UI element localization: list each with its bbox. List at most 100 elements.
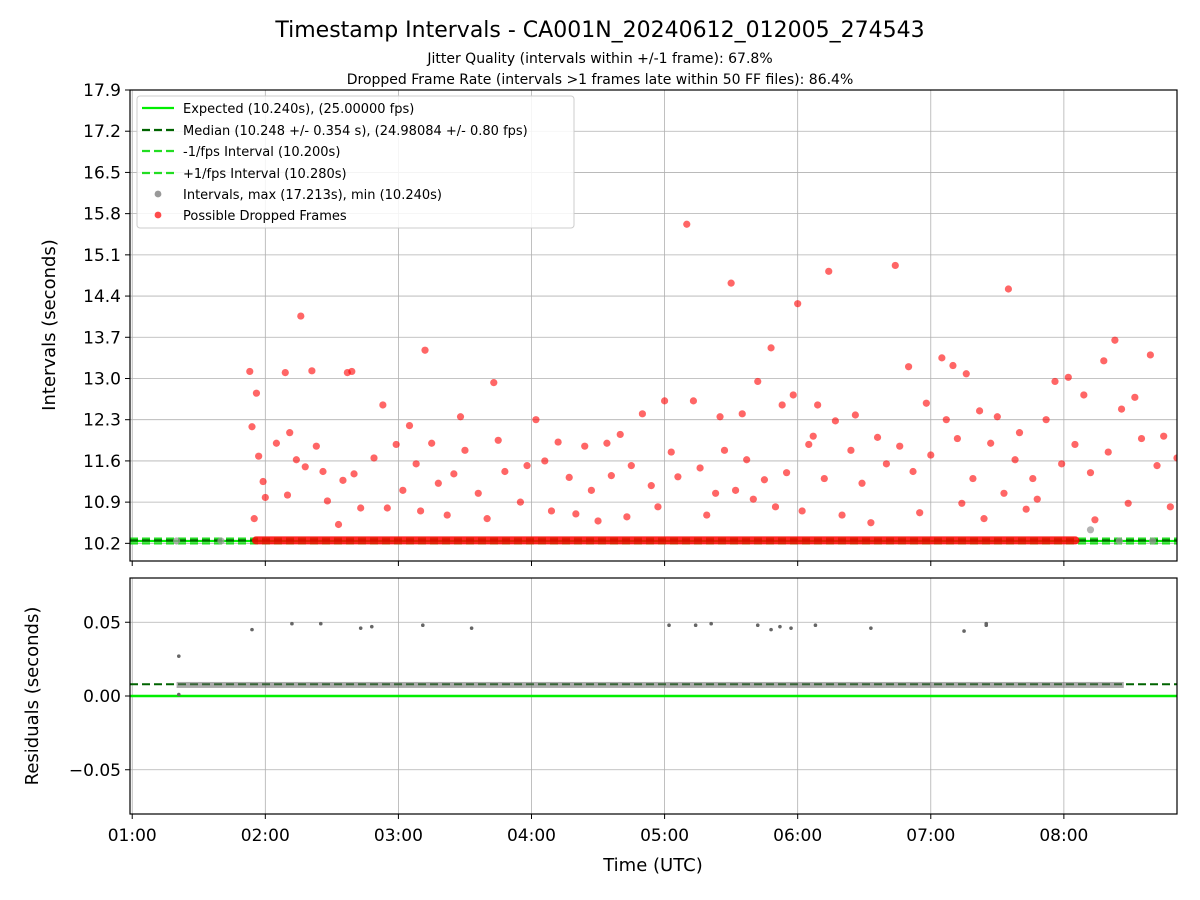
dropped-frame-point — [720, 446, 729, 454]
dropped-frame-point — [1015, 429, 1024, 437]
dropped-frame-point — [350, 470, 358, 478]
x-tick-label: 04:00 — [507, 826, 556, 846]
dropped-frame-point — [607, 472, 615, 480]
dropped-frame-point — [1058, 460, 1066, 468]
residual-point — [250, 627, 254, 632]
residuals-y-tick-label: 0.05 — [83, 613, 121, 633]
dropped-frame-point — [851, 411, 859, 419]
intervals-y-tick-label: 15.1 — [83, 246, 121, 266]
residual-point — [318, 621, 323, 626]
dropped-frame-point — [399, 486, 407, 494]
dropped-frame-point — [272, 439, 281, 447]
dropped-frame-point — [627, 462, 635, 470]
residuals-y-axis-label: Residuals (seconds) — [22, 607, 43, 786]
dropped-frame-point — [450, 470, 458, 478]
dropped-frame-point — [814, 401, 822, 409]
dropped-frame-point — [370, 454, 378, 462]
intervals-y-tick-label: 13.0 — [83, 369, 121, 389]
dropped-frame-point — [1187, 478, 1194, 485]
dropped-frame-point — [281, 369, 289, 377]
dropped-frame-point — [565, 473, 573, 481]
chart-subtitle-dropped: Dropped Frame Rate (intervals >1 frames … — [347, 72, 854, 88]
legend-plus-fps-label: +1/fps Interval (10.280s) — [183, 167, 347, 182]
dropped-frame-point — [820, 474, 828, 483]
residual-point — [693, 623, 698, 627]
dropped-frame-point — [683, 220, 691, 228]
dropped-frame-point — [261, 493, 269, 502]
dropped-frame-point — [867, 519, 875, 527]
residuals-points — [176, 621, 1124, 697]
legend-expected-label: Expected (10.240s), (25.00000 fps) — [183, 102, 414, 117]
dropped-frame-point — [255, 452, 263, 460]
intervals-y-tick-label: 10.9 — [83, 493, 121, 513]
dropped-frame-point — [953, 434, 961, 443]
x-tick-label: 05:00 — [640, 826, 689, 846]
residuals-y-tick-label: 0.00 — [83, 687, 121, 707]
dropped-frame-point — [969, 474, 977, 483]
residual-point — [290, 621, 294, 626]
dropped-frame-point — [873, 433, 882, 441]
dropped-frame-point — [896, 442, 904, 450]
dropped-frame-point — [483, 515, 491, 523]
dropped-frame-point — [1051, 377, 1059, 386]
dropped-frame-point — [667, 448, 675, 456]
x-tick-label: 06:00 — [773, 826, 822, 846]
dropped-frame-point — [292, 456, 300, 464]
dropped-frame-point — [461, 446, 469, 454]
legend-intervals-label: Intervals, max (17.213s), min (10.240s) — [183, 188, 442, 203]
dropped-frame-point — [250, 515, 258, 523]
dropped-frame-point — [660, 397, 669, 405]
dropped-frame-point — [771, 503, 780, 511]
dropped-frame-point — [416, 507, 425, 515]
dropped-frame-point — [357, 504, 365, 512]
dropped-frame-point — [904, 363, 913, 371]
dropped-frame-point — [1117, 405, 1126, 413]
dropped-frame-point — [1173, 454, 1177, 462]
residual-point — [755, 623, 760, 627]
dropped-frame-point — [297, 312, 305, 320]
dropped-frame-point — [1011, 456, 1019, 464]
dropped-frame-point — [1086, 469, 1095, 477]
dropped-frame-point — [794, 300, 802, 308]
dropped-frame-point — [587, 486, 595, 494]
dropped-frame-point — [712, 489, 720, 497]
dropped-frame-point — [1104, 448, 1112, 456]
legend-box — [136, 95, 575, 229]
dropped-frame-point — [434, 479, 442, 487]
dropped-frame-point — [782, 469, 791, 477]
x-axis-label: Time (UTC) — [602, 855, 703, 876]
interval-point — [1148, 537, 1157, 545]
dropped-frame-point — [738, 410, 746, 418]
dropped-frame-point — [927, 451, 935, 459]
dropped-frame-point — [975, 407, 984, 415]
dropped-frame-point — [501, 467, 509, 476]
dropped-frame-point — [456, 413, 465, 421]
dropped-frame-point — [1029, 474, 1037, 483]
interval-point — [1086, 526, 1095, 534]
dropped-frame-point — [805, 440, 813, 449]
dropped-frame-point — [554, 438, 562, 446]
legend-median-label: Median (10.248 +/- 0.354 s), (24.98084 +… — [183, 124, 528, 139]
dropped-frame-point — [246, 367, 254, 376]
dropped-frame-baseline-band — [252, 536, 1080, 545]
dropped-frame-point — [962, 370, 970, 378]
dropped-frame-point — [1111, 336, 1119, 344]
legend-dropped-label: Possible Dropped Frames — [183, 209, 347, 224]
residuals-x-ticks: 01:00 02:00 03:00 04:00 05:00 06:00 07:00 08:00 — [108, 814, 1088, 846]
dropped-frame-point — [858, 479, 866, 487]
residual-point — [984, 623, 989, 627]
dropped-frame-point — [987, 439, 995, 447]
dropped-frame-point — [339, 476, 347, 484]
dropped-frame-point — [494, 436, 502, 444]
residual-point — [709, 621, 713, 626]
dropped-frame-point — [1071, 440, 1079, 449]
residual-point — [177, 654, 181, 658]
dropped-frame-point — [731, 486, 740, 494]
x-tick-label: 07:00 — [906, 826, 955, 846]
dropped-frame-point — [1131, 393, 1139, 401]
dropped-frame-point — [379, 401, 387, 409]
residuals-panel: −0.050.000.05 01:00 02:00 03:00 04:00 05:00 0… — [22, 577, 1178, 876]
dropped-frame-point — [942, 416, 950, 424]
residual-point — [869, 626, 873, 630]
